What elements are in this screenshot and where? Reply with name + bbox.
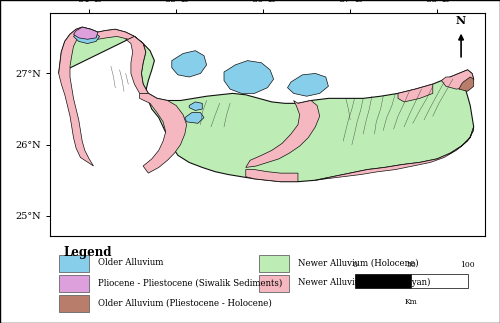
Polygon shape: [185, 113, 204, 123]
Text: Pliocene - Pliestocene (Siwalik Sediments): Pliocene - Pliestocene (Siwalik Sediment…: [98, 278, 282, 287]
Polygon shape: [74, 31, 100, 44]
Polygon shape: [288, 73, 329, 96]
Polygon shape: [459, 77, 473, 91]
Text: 100: 100: [460, 261, 475, 269]
Text: 50: 50: [406, 261, 416, 269]
Text: Newer Alluvium (Holocene): Newer Alluvium (Holocene): [298, 258, 418, 267]
Polygon shape: [126, 36, 148, 93]
Bar: [259, 275, 289, 292]
Text: Older Alluvium: Older Alluvium: [98, 258, 163, 267]
Polygon shape: [246, 100, 320, 167]
Text: Older Alluvium (Pliestocene - Holocene): Older Alluvium (Pliestocene - Holocene): [98, 298, 272, 307]
Text: Legend: Legend: [63, 246, 112, 259]
Bar: [58, 295, 89, 312]
Bar: [58, 275, 89, 292]
Polygon shape: [442, 70, 474, 89]
Polygon shape: [246, 170, 298, 182]
Polygon shape: [172, 51, 206, 77]
Bar: [259, 255, 289, 272]
Polygon shape: [398, 84, 433, 102]
Polygon shape: [224, 61, 274, 93]
Polygon shape: [189, 102, 202, 110]
Text: N: N: [456, 15, 466, 26]
Text: Newer Alluvium (Meghalayan): Newer Alluvium (Meghalayan): [298, 278, 430, 287]
Polygon shape: [74, 27, 98, 39]
Polygon shape: [58, 27, 134, 166]
Polygon shape: [140, 93, 186, 173]
Bar: [58, 255, 89, 272]
Bar: [354, 274, 411, 288]
Text: Km: Km: [404, 298, 417, 306]
Polygon shape: [58, 27, 474, 182]
Text: 0: 0: [352, 261, 357, 269]
Polygon shape: [316, 127, 474, 180]
Bar: [411, 274, 468, 288]
